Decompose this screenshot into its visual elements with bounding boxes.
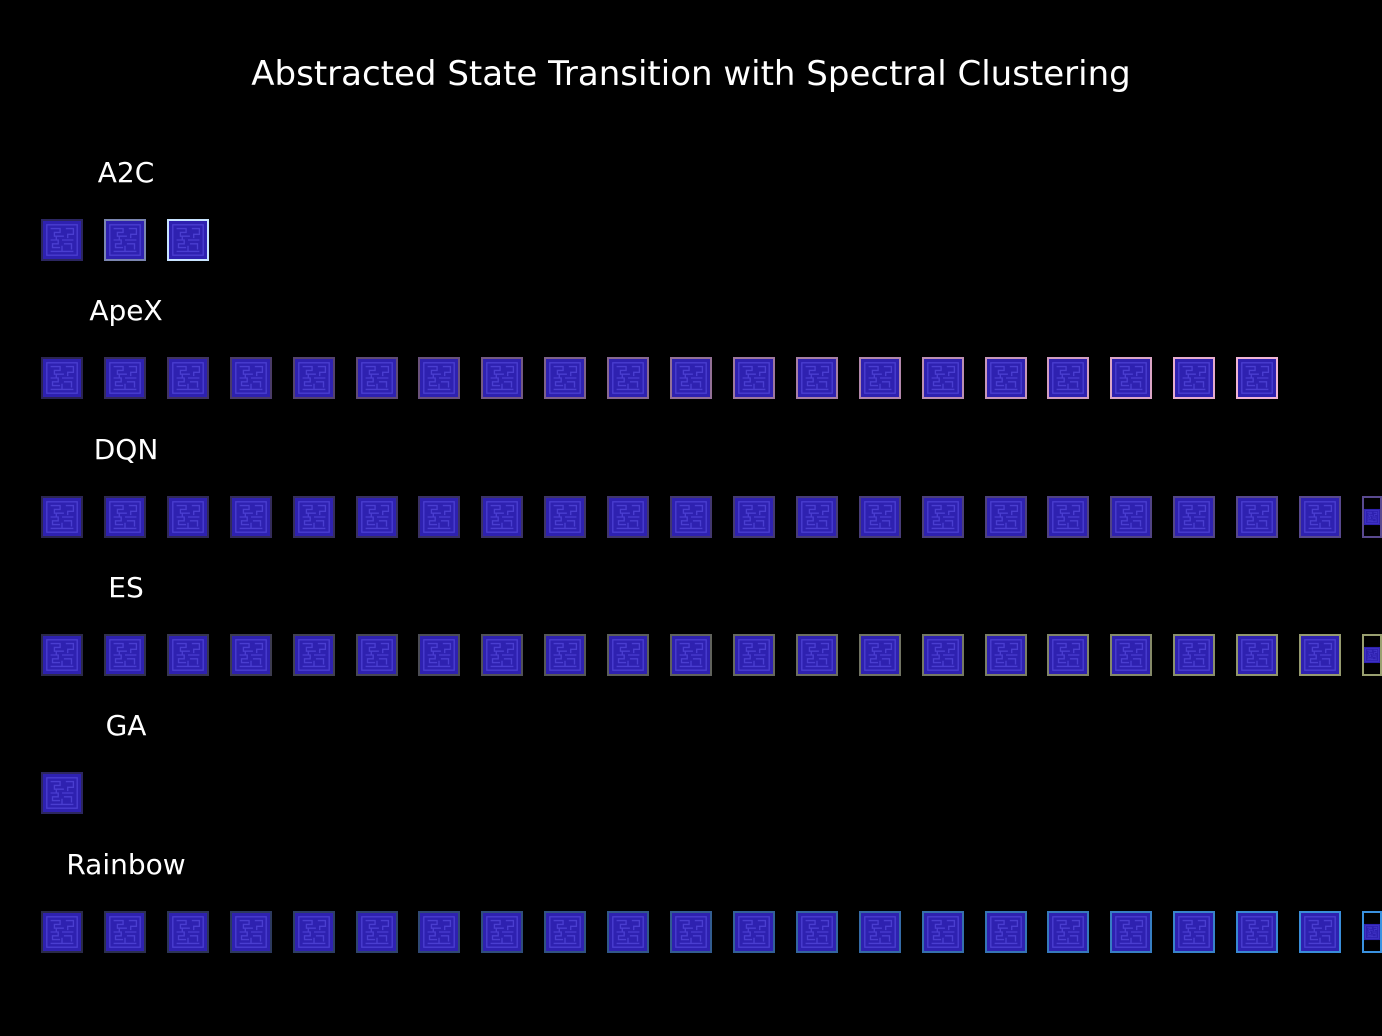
state-frame	[1110, 910, 1153, 953]
state-frame	[166, 910, 209, 953]
state-frame	[481, 633, 524, 676]
state-frame	[607, 495, 650, 538]
state-frame	[481, 910, 524, 953]
state-frame	[1236, 495, 1279, 538]
state-frame	[607, 910, 650, 953]
state-frame	[103, 910, 146, 953]
state-frame	[481, 495, 524, 538]
state-frame	[229, 633, 272, 676]
state-frame	[858, 495, 901, 538]
state-frame	[1361, 633, 1382, 676]
state-frame	[103, 633, 146, 676]
state-frame	[984, 495, 1027, 538]
state-frame	[732, 910, 775, 953]
state-frame	[1236, 910, 1279, 953]
state-frame	[921, 633, 964, 676]
state-frame	[1299, 633, 1341, 676]
state-frame	[984, 910, 1027, 953]
state-frame	[1173, 910, 1216, 953]
state-frame	[1047, 910, 1090, 953]
row-label-apex: ApeX	[89, 294, 163, 328]
state-frame	[229, 910, 272, 953]
state-frame	[732, 357, 775, 400]
state-frame	[921, 495, 964, 538]
state-frame	[1361, 495, 1382, 538]
state-frame	[292, 910, 335, 953]
state-frame	[1236, 357, 1279, 400]
state-frame	[292, 357, 335, 400]
page-title: Abstracted State Transition with Spectra…	[251, 54, 1131, 94]
state-frame	[544, 357, 587, 400]
state-frame	[921, 910, 964, 953]
state-frame	[1110, 357, 1153, 400]
state-frame	[858, 357, 901, 400]
state-frame	[103, 357, 146, 400]
state-frame	[795, 357, 838, 400]
row-label-ga: GA	[105, 709, 147, 743]
state-frame	[544, 495, 587, 538]
state-frame	[41, 633, 83, 676]
state-frame	[670, 910, 712, 953]
state-frame	[1173, 357, 1216, 400]
state-frame	[292, 633, 335, 676]
state-frame	[1299, 495, 1341, 538]
state-frame	[166, 357, 209, 400]
state-frame	[1110, 633, 1153, 676]
state-frame	[795, 910, 838, 953]
state-frame	[607, 357, 650, 400]
state-frame	[103, 495, 146, 538]
state-frame	[1047, 495, 1090, 538]
state-frame	[1173, 495, 1216, 538]
state-frame	[166, 219, 209, 261]
state-frame	[418, 495, 461, 538]
state-frame	[984, 633, 1027, 676]
state-frame	[1299, 910, 1341, 953]
state-frame	[858, 910, 901, 953]
state-frame	[229, 495, 272, 538]
state-frame	[795, 633, 838, 676]
state-frame	[1173, 633, 1216, 676]
state-frame	[921, 357, 964, 400]
state-frame	[1110, 495, 1153, 538]
state-frame	[544, 910, 587, 953]
state-frame	[355, 633, 398, 676]
state-frame	[481, 357, 524, 400]
state-frame	[41, 772, 83, 815]
state-frame	[732, 633, 775, 676]
state-frame	[103, 219, 146, 261]
state-frame	[41, 910, 83, 953]
state-frame	[544, 633, 587, 676]
state-frame	[1047, 633, 1090, 676]
state-frame	[418, 357, 461, 400]
state-frame	[670, 495, 712, 538]
state-frame	[229, 357, 272, 400]
state-frame	[1236, 633, 1279, 676]
state-frame	[418, 910, 461, 953]
row-label-a2c: A2C	[97, 156, 155, 189]
state-frame	[355, 495, 398, 538]
row-label-rainbow: Rainbow	[66, 847, 186, 881]
state-frame	[41, 357, 83, 400]
state-frame	[858, 633, 901, 676]
row-label-dqn: DQN	[93, 432, 159, 466]
state-frame	[1361, 910, 1382, 953]
state-frame	[670, 357, 712, 400]
state-frame	[1047, 357, 1090, 400]
state-frame	[732, 495, 775, 538]
state-frame	[670, 633, 712, 676]
state-frame	[355, 357, 398, 400]
state-frame	[166, 633, 209, 676]
state-frame	[41, 219, 83, 261]
state-frame	[607, 633, 650, 676]
state-frame	[984, 357, 1027, 400]
state-frame	[418, 633, 461, 676]
state-frame	[166, 495, 209, 538]
row-label-es: ES	[108, 570, 144, 604]
state-frame	[292, 495, 335, 538]
state-frame	[795, 495, 838, 538]
state-frame	[355, 910, 398, 953]
state-frame	[41, 495, 83, 538]
